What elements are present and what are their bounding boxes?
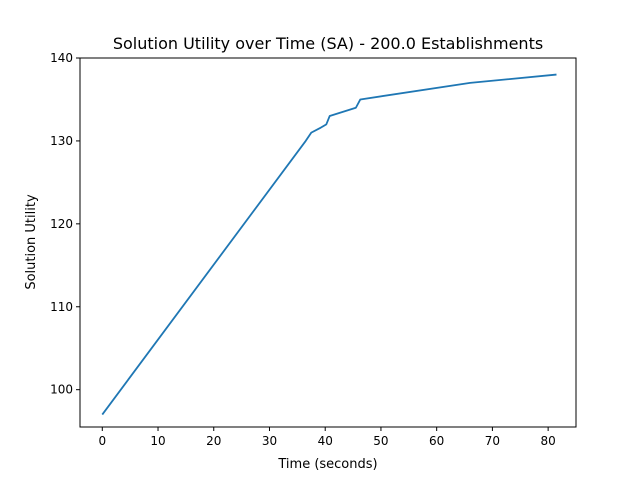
y-tick-label: 110 [50, 300, 73, 314]
x-tick-label: 80 [540, 434, 555, 448]
x-tick-label: 60 [429, 434, 444, 448]
x-tick-label: 0 [98, 434, 106, 448]
chart-title: Solution Utility over Time (SA) - 200.0 … [113, 34, 543, 53]
x-tick-label: 20 [206, 434, 221, 448]
x-tick-label: 70 [485, 434, 500, 448]
x-axis-label: Time (seconds) [277, 457, 377, 472]
x-tick-label: 40 [318, 434, 333, 448]
x-tick-label: 10 [150, 434, 165, 448]
y-tick-label: 130 [50, 134, 73, 148]
y-axis: 100 110 120 130 140 [50, 51, 80, 397]
x-tick-label: 50 [373, 434, 388, 448]
y-axis-label: Solution Utility [24, 194, 39, 290]
x-tick-label: 30 [262, 434, 277, 448]
plot-area [101, 73, 557, 416]
y-tick-label: 120 [50, 217, 73, 231]
y-tick-label: 140 [50, 51, 73, 65]
x-axis: 0 10 20 30 40 50 60 70 80 [98, 427, 556, 448]
axes-frame [79, 57, 577, 428]
y-tick-label: 100 [50, 383, 73, 397]
series-line [101, 73, 557, 416]
